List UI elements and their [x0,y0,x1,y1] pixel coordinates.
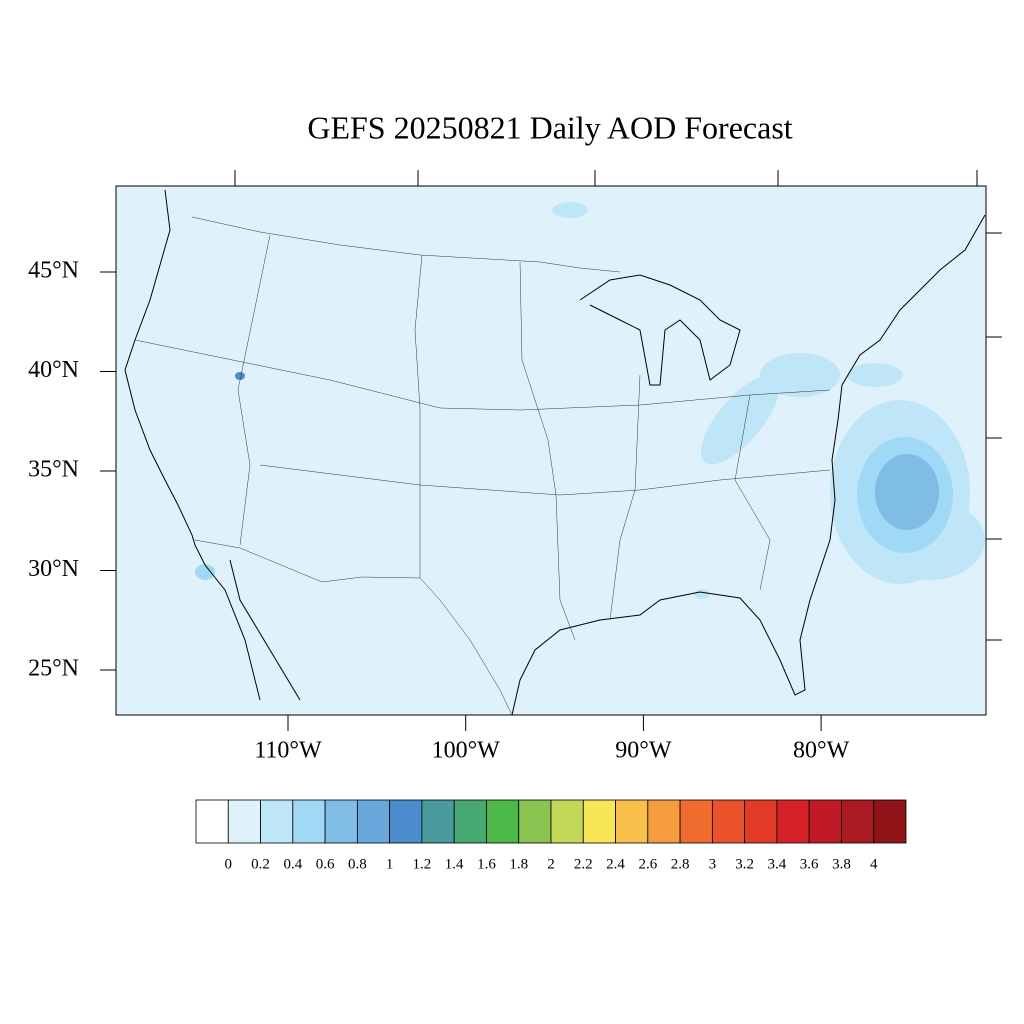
colorbar-label: 2 [547,856,555,872]
colorbar-box [421,799,455,844]
lat-label: 45°N [28,258,79,284]
aod-region [847,363,903,387]
aod-region [700,375,780,465]
colorbar-box [518,799,552,844]
colorbar-label: 3.2 [735,856,754,872]
colorbar-label: 0.4 [283,856,302,872]
title: GEFS 20250821 Daily AOD Forecast [307,109,792,145]
border [519,261,576,641]
aod-region [195,564,215,580]
colorbar-box [324,799,358,844]
colorbar-box [550,799,584,844]
colorbar-box [841,799,875,844]
lat-label: 35°N [28,457,79,483]
colorbar-label: 1.6 [477,856,496,872]
colorbar-label: 0.8 [348,856,367,872]
colorbar-box [486,799,520,844]
border [259,464,831,496]
lon-label: 80°W [793,738,850,764]
lat-label: 25°N [28,656,79,682]
border [414,254,423,578]
colorbar-label: 3.8 [832,856,851,872]
colorbar-box [356,799,391,844]
lat-label: 40°N [28,357,79,383]
colorbar-label: 1.4 [445,856,464,872]
colorbar-label: 1.2 [413,856,432,872]
colorbar-box [582,799,616,844]
colorbar-box [744,799,778,844]
colorbar-box [647,799,681,844]
colorbar-box [227,799,261,844]
colorbar-box [615,799,649,844]
lon-label: 110°W [254,738,322,764]
colorbar-label: 1.8 [509,856,528,872]
lon-label: 100°W [432,738,501,764]
lon-label: 90°W [615,738,672,764]
aod-shading [195,202,985,599]
colorbar-label: 3.6 [800,856,819,872]
border [734,394,771,591]
colorbar-box [260,799,294,844]
aod-region [760,353,840,397]
top-ticks [234,170,1002,641]
coastline [229,559,301,701]
colorbar-box [679,799,713,844]
map-frame [115,185,987,716]
colorbar-label: 0.2 [251,856,270,872]
colorbar-label: 0.6 [316,856,335,872]
colorbar-box [195,799,229,844]
colorbar-box [453,799,487,844]
border [237,234,271,546]
aod-region [694,589,710,599]
map [116,186,986,716]
colorbar-box [389,799,423,844]
colorbar-box [711,799,746,844]
colorbar-box [808,799,842,844]
coastline [579,274,741,386]
colorbar-box [873,799,907,844]
border [609,374,641,621]
border [191,216,621,273]
colorbar-label: 2.2 [574,856,593,872]
aod-region [552,202,588,218]
coastline [511,214,986,716]
colorbar-box [776,799,810,844]
colorbar-label: 3.4 [768,856,787,872]
colorbar-label: 2.6 [638,856,657,872]
colorbar-label: 1 [386,856,394,872]
colorbar-box [292,799,326,844]
aod-region [875,454,939,530]
colorbar-label: 2.8 [671,856,690,872]
colorbar-label: 2.4 [606,856,625,872]
colorbar-label: 0 [225,856,233,872]
lat-label: 30°N [28,556,79,582]
colorbar-label: 4 [870,856,878,872]
aod-region [235,372,245,380]
coastline [124,189,261,701]
colorbar-label: 3 [709,856,717,872]
